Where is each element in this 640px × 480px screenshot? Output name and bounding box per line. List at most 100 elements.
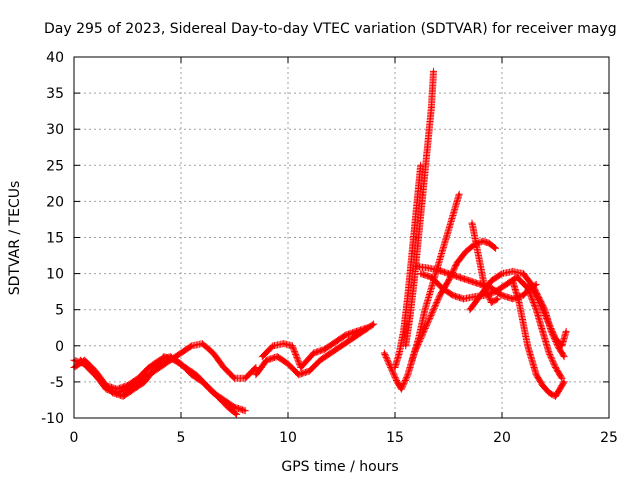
- data-point: [494, 290, 497, 293]
- data-point: [425, 266, 429, 269]
- data-point: [173, 359, 176, 362]
- y-tick-label: -5: [50, 375, 64, 391]
- data-point: [415, 207, 418, 210]
- data-point-markers: [70, 340, 260, 397]
- data-point: [430, 276, 433, 279]
- x-tick-label: 0: [70, 430, 79, 446]
- data-point: [515, 276, 519, 279]
- y-tick-label: 0: [55, 339, 64, 355]
- data-point: [505, 283, 508, 286]
- data-point: [526, 344, 529, 347]
- data-point: [541, 330, 544, 333]
- data-point: [417, 337, 420, 340]
- data-point: [299, 366, 302, 369]
- data-point: [432, 70, 435, 73]
- data-point: [415, 265, 418, 268]
- data-point: [430, 106, 433, 109]
- series-track-n: [509, 277, 568, 400]
- data-point: [137, 377, 140, 380]
- data-point: [389, 366, 392, 369]
- data-point: [535, 294, 538, 297]
- data-point: [254, 366, 258, 369]
- data-point: [490, 286, 493, 290]
- y-tick-label: 10: [46, 267, 64, 283]
- data-point: [233, 406, 236, 409]
- data-point: [408, 315, 412, 319]
- data-point: [233, 377, 236, 380]
- data-point: [158, 366, 161, 369]
- data-point: [419, 272, 422, 275]
- y-tick-label: 30: [46, 122, 64, 138]
- data-point: [449, 221, 452, 225]
- data-point: [462, 297, 465, 301]
- data-point: [297, 373, 300, 376]
- y-axis-label: SDTVAR / TECUs: [7, 181, 23, 296]
- data-point: [143, 380, 146, 384]
- data-point: [490, 279, 493, 282]
- data-point: [79, 359, 82, 362]
- data-point: [530, 359, 534, 362]
- data-point: [308, 369, 311, 373]
- data-point: [282, 342, 285, 345]
- data-point: [562, 380, 566, 384]
- data-point: [413, 279, 416, 282]
- data-point: [490, 301, 493, 304]
- data-point: [562, 355, 566, 358]
- data-point: [541, 384, 544, 387]
- data-point: [410, 250, 414, 254]
- data-point: [276, 355, 279, 358]
- y-tick-label: 40: [46, 50, 64, 66]
- data-point: [558, 387, 561, 391]
- series-track-a: [70, 340, 260, 397]
- data-point: [535, 283, 538, 286]
- data-point: [286, 362, 290, 366]
- y-tick-label: -10: [41, 411, 64, 427]
- data-point: [440, 250, 444, 254]
- x-tick-label: 25: [600, 430, 618, 446]
- x-tick-label: 15: [386, 430, 404, 446]
- data-point: [458, 193, 461, 196]
- data-point: [344, 333, 347, 337]
- data-point: [417, 236, 420, 239]
- data-points: [70, 67, 570, 418]
- data-point: [398, 351, 401, 355]
- data-point: [126, 384, 129, 387]
- data-point: [517, 301, 521, 304]
- data-point: [554, 337, 557, 340]
- data-point: [436, 268, 439, 272]
- x-axis-label: GPS time / hours: [281, 459, 398, 475]
- y-tick-label: 5: [55, 303, 64, 319]
- y-tick-label: 20: [46, 194, 64, 210]
- data-point: [528, 283, 531, 286]
- data-point: [565, 330, 568, 333]
- data-point: [400, 387, 403, 391]
- x-tick-label: 5: [177, 430, 186, 446]
- data-point: [184, 366, 187, 369]
- data-point: [89, 369, 93, 373]
- data-point: [479, 294, 482, 297]
- data-point: [421, 193, 424, 196]
- data-point: [468, 308, 472, 311]
- data-point: [496, 297, 499, 301]
- data-point: [475, 243, 478, 246]
- data-point: [226, 406, 230, 409]
- data-point: [222, 366, 225, 369]
- data-point: [100, 380, 104, 384]
- data-point: [254, 373, 258, 376]
- data-point: [451, 294, 454, 297]
- series-track-e: [258, 324, 371, 371]
- data-point: [494, 247, 497, 250]
- series-track-g: [391, 161, 425, 371]
- data-point: [244, 377, 247, 380]
- data-point: [312, 351, 315, 355]
- data-point: [488, 242, 491, 245]
- data-point: [483, 286, 487, 290]
- series-track-i: [408, 190, 463, 364]
- data-point: [464, 250, 467, 254]
- data-point: [190, 344, 193, 347]
- chart-title: Day 295 of 2023, Sidereal Day-to-day VTE…: [44, 21, 617, 37]
- data-point: [162, 355, 166, 358]
- series-track-h: [402, 67, 437, 350]
